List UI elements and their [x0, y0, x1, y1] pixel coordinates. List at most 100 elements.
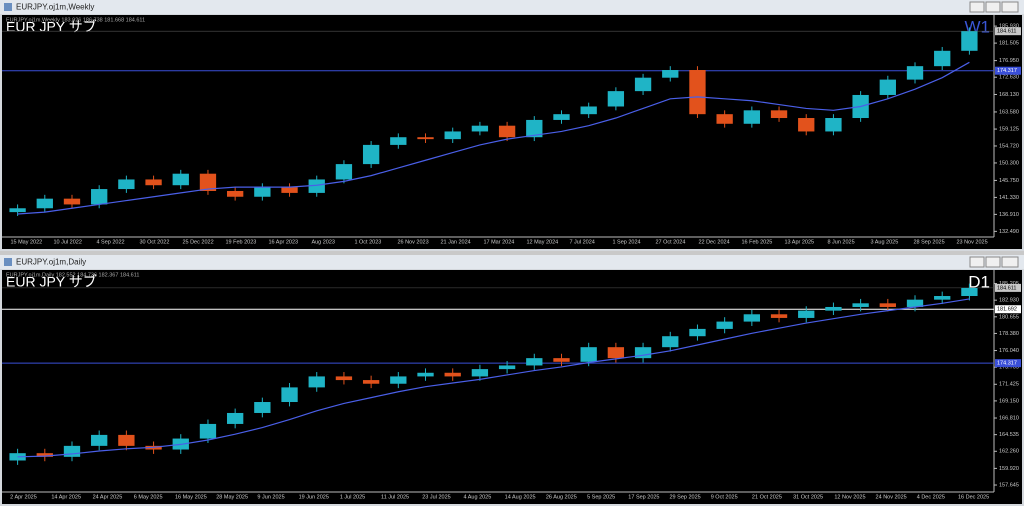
candle-body [254, 402, 271, 413]
x-tick-label: 21 Jan 2024 [440, 239, 470, 245]
candle-body [118, 434, 135, 446]
moving-average [17, 298, 970, 458]
candle-body [199, 173, 217, 191]
candle-body [634, 77, 652, 92]
candle-body [63, 445, 81, 457]
close-button[interactable] [1001, 256, 1019, 268]
candle-body [308, 376, 325, 388]
candle-body [226, 412, 244, 424]
candle-body [906, 66, 924, 80]
y-tick-label: 132.490 [999, 229, 1019, 235]
candle-body [390, 137, 407, 145]
candle-body [526, 358, 543, 366]
x-tick-label: 11 Jul 2025 [381, 494, 409, 500]
timeframe-label: D1 [968, 272, 990, 291]
candle-body [798, 118, 815, 132]
symbol-label: EUR JPY サブ [6, 19, 97, 35]
candle-body [308, 179, 325, 193]
candle-body [417, 372, 434, 377]
x-tick-label: 16 Feb 2025 [741, 239, 772, 245]
candle-body [825, 306, 842, 311]
x-tick-label: 16 Dec 2025 [958, 494, 989, 500]
candle-body [390, 376, 407, 384]
y-tick-label: 164.535 [999, 432, 1019, 438]
x-tick-label: 26 Nov 2023 [397, 239, 428, 245]
x-tick-label: 4 Dec 2025 [917, 494, 945, 500]
y-tick-label: 150.300 [999, 160, 1019, 166]
candle-body [852, 303, 869, 307]
x-tick-label: 31 Oct 2025 [793, 494, 823, 500]
x-tick-label: 22 Dec 2024 [698, 239, 729, 245]
candle-body [444, 131, 461, 140]
candle-body [634, 347, 652, 359]
x-tick-label: 25 Dec 2022 [182, 239, 213, 245]
y-tick-label: 176.040 [999, 348, 1019, 354]
y-tick-label: 168.130 [999, 92, 1019, 98]
candle-body [226, 190, 244, 197]
chart-info: EURJPY.oj1m,Daily 182.552 184.736 182.36… [6, 272, 139, 278]
x-tick-label: 5 Sep 2025 [587, 494, 615, 500]
y-tick-label: 166.810 [999, 415, 1019, 421]
last-price-label: 184.611 [997, 285, 1016, 291]
candle-body [879, 303, 896, 307]
y-tick-label: 141.330 [999, 195, 1019, 201]
y-tick-label: 154.720 [999, 143, 1019, 149]
minimize-button[interactable] [969, 256, 985, 268]
x-tick-label: 27 Oct 2024 [655, 239, 685, 245]
candle-body [743, 110, 761, 124]
candle-body [743, 314, 761, 322]
candle-body [553, 358, 570, 362]
y-tick-label: 182.930 [999, 298, 1019, 304]
moving-average [17, 61, 970, 215]
minimize-button[interactable] [969, 1, 985, 13]
candle-body [825, 118, 842, 132]
x-tick-label: 4 Aug 2025 [463, 494, 491, 500]
x-tick-label: 9 Jun 2025 [257, 494, 284, 500]
candle-body [9, 208, 26, 213]
y-tick-label: 169.150 [999, 398, 1019, 404]
x-tick-label: 21 Oct 2025 [752, 494, 782, 500]
x-tick-label: 9 Oct 2025 [711, 494, 738, 500]
maximize-button[interactable] [985, 1, 1001, 13]
y-tick-label: 136.910 [999, 212, 1019, 218]
y-tick-label: 159.920 [999, 466, 1019, 472]
candle-body [716, 321, 733, 329]
y-tick-label: 185.930 [999, 24, 1019, 30]
candle-body [498, 125, 516, 138]
x-tick-label: 28 Sep 2025 [913, 239, 944, 245]
candle-body [689, 70, 706, 115]
x-tick-label: 12 May 2024 [526, 239, 558, 245]
maximize-button[interactable] [985, 256, 1001, 268]
x-tick-label: 13 Apr 2025 [784, 239, 814, 245]
candle-body [798, 310, 815, 318]
candle-body [91, 189, 108, 205]
candle-body [335, 376, 353, 381]
candle-body [471, 369, 489, 377]
candle-body [199, 423, 217, 439]
price-tag [995, 359, 1021, 368]
price-tag-label: 174.317 [997, 361, 1017, 367]
x-tick-label: 23 Nov 2025 [956, 239, 987, 245]
candle-body [417, 137, 434, 140]
price-tag-label: 181.692 [997, 307, 1017, 313]
y-tick-label: 181.505 [999, 41, 1019, 47]
title-bar [0, 255, 1024, 269]
y-tick-label: 178.380 [999, 331, 1019, 337]
x-tick-label: 1 Sep 2024 [612, 239, 640, 245]
close-button[interactable] [1001, 1, 1019, 13]
x-tick-label: 10 Jul 2022 [53, 239, 81, 245]
y-tick-label: 163.580 [999, 109, 1019, 115]
candle-body [36, 198, 53, 209]
candle-body [362, 144, 380, 165]
chart-info: EURJPY.oj1m,Weekly 183.926 186.738 181.6… [6, 17, 145, 23]
y-tick-label: 173.765 [999, 365, 1019, 371]
candle-body [444, 372, 461, 377]
last-price-tag [995, 27, 1021, 36]
chart-area [2, 270, 1022, 504]
x-tick-label: 26 Aug 2025 [546, 494, 577, 500]
x-tick-label: 1 Oct 2023 [354, 239, 381, 245]
candle-body [553, 114, 570, 120]
candle-body [281, 387, 298, 403]
candle-body [934, 50, 951, 67]
